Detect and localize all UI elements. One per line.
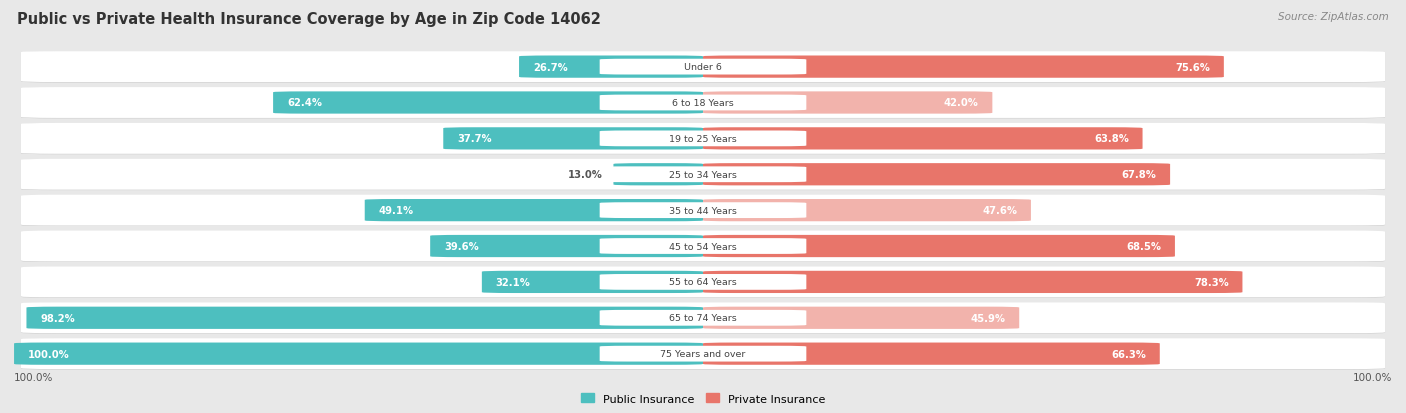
Text: 63.8%: 63.8%: [1094, 134, 1129, 144]
Text: 66.3%: 66.3%: [1111, 349, 1146, 359]
FancyBboxPatch shape: [599, 310, 806, 326]
Text: Public vs Private Health Insurance Coverage by Age in Zip Code 14062: Public vs Private Health Insurance Cover…: [17, 12, 600, 27]
FancyBboxPatch shape: [21, 195, 1385, 226]
FancyBboxPatch shape: [599, 167, 806, 183]
FancyBboxPatch shape: [613, 164, 703, 186]
Text: 100.0%: 100.0%: [28, 349, 69, 359]
Text: 47.6%: 47.6%: [983, 206, 1017, 216]
Text: 45 to 54 Years: 45 to 54 Years: [669, 242, 737, 251]
FancyBboxPatch shape: [14, 343, 703, 365]
Text: 45.9%: 45.9%: [970, 313, 1005, 323]
FancyBboxPatch shape: [703, 343, 1160, 365]
FancyBboxPatch shape: [21, 52, 1385, 83]
FancyBboxPatch shape: [599, 203, 806, 218]
FancyBboxPatch shape: [21, 267, 1385, 298]
FancyBboxPatch shape: [21, 123, 1385, 154]
Text: 19 to 25 Years: 19 to 25 Years: [669, 135, 737, 144]
Text: 100.0%: 100.0%: [1353, 373, 1392, 382]
FancyBboxPatch shape: [443, 128, 703, 150]
FancyBboxPatch shape: [21, 231, 1385, 262]
FancyBboxPatch shape: [703, 56, 1223, 78]
FancyBboxPatch shape: [364, 199, 703, 222]
Text: 35 to 44 Years: 35 to 44 Years: [669, 206, 737, 215]
Text: 42.0%: 42.0%: [943, 98, 979, 108]
Text: 49.1%: 49.1%: [378, 206, 413, 216]
Text: 67.8%: 67.8%: [1122, 170, 1156, 180]
Text: 98.2%: 98.2%: [41, 313, 75, 323]
FancyBboxPatch shape: [21, 88, 1385, 119]
FancyBboxPatch shape: [273, 92, 703, 114]
Text: Under 6: Under 6: [685, 63, 721, 72]
FancyBboxPatch shape: [703, 164, 1170, 186]
FancyBboxPatch shape: [703, 235, 1175, 258]
Text: 39.6%: 39.6%: [444, 242, 478, 252]
Text: 65 to 74 Years: 65 to 74 Years: [669, 313, 737, 323]
Text: 75.6%: 75.6%: [1175, 62, 1211, 72]
Text: 25 to 34 Years: 25 to 34 Years: [669, 170, 737, 179]
FancyBboxPatch shape: [21, 339, 1385, 370]
FancyBboxPatch shape: [21, 124, 1385, 155]
FancyBboxPatch shape: [21, 52, 1385, 83]
FancyBboxPatch shape: [703, 92, 993, 114]
Text: 100.0%: 100.0%: [14, 373, 53, 382]
FancyBboxPatch shape: [703, 199, 1031, 222]
FancyBboxPatch shape: [21, 267, 1385, 298]
Text: 26.7%: 26.7%: [533, 62, 568, 72]
Text: 78.3%: 78.3%: [1194, 277, 1229, 287]
FancyBboxPatch shape: [599, 59, 806, 75]
FancyBboxPatch shape: [21, 303, 1385, 333]
FancyBboxPatch shape: [21, 160, 1385, 191]
FancyBboxPatch shape: [21, 338, 1385, 369]
Legend: Public Insurance, Private Insurance: Public Insurance, Private Insurance: [576, 389, 830, 408]
Text: 6 to 18 Years: 6 to 18 Years: [672, 99, 734, 108]
FancyBboxPatch shape: [21, 303, 1385, 334]
Text: 75 Years and over: 75 Years and over: [661, 349, 745, 358]
Text: Source: ZipAtlas.com: Source: ZipAtlas.com: [1278, 12, 1389, 22]
FancyBboxPatch shape: [21, 196, 1385, 226]
Text: 62.4%: 62.4%: [287, 98, 322, 108]
FancyBboxPatch shape: [21, 159, 1385, 190]
FancyBboxPatch shape: [519, 56, 703, 78]
FancyBboxPatch shape: [599, 274, 806, 290]
FancyBboxPatch shape: [703, 128, 1143, 150]
Text: 13.0%: 13.0%: [568, 170, 602, 180]
Text: 37.7%: 37.7%: [457, 134, 492, 144]
FancyBboxPatch shape: [599, 346, 806, 362]
FancyBboxPatch shape: [703, 271, 1243, 293]
Text: 68.5%: 68.5%: [1126, 242, 1161, 252]
FancyBboxPatch shape: [703, 307, 1019, 329]
FancyBboxPatch shape: [430, 235, 703, 258]
Text: 32.1%: 32.1%: [496, 277, 530, 287]
FancyBboxPatch shape: [599, 95, 806, 111]
Text: 55 to 64 Years: 55 to 64 Years: [669, 278, 737, 287]
FancyBboxPatch shape: [21, 231, 1385, 262]
FancyBboxPatch shape: [482, 271, 703, 293]
FancyBboxPatch shape: [27, 307, 703, 329]
FancyBboxPatch shape: [21, 88, 1385, 119]
FancyBboxPatch shape: [599, 131, 806, 147]
FancyBboxPatch shape: [599, 239, 806, 254]
